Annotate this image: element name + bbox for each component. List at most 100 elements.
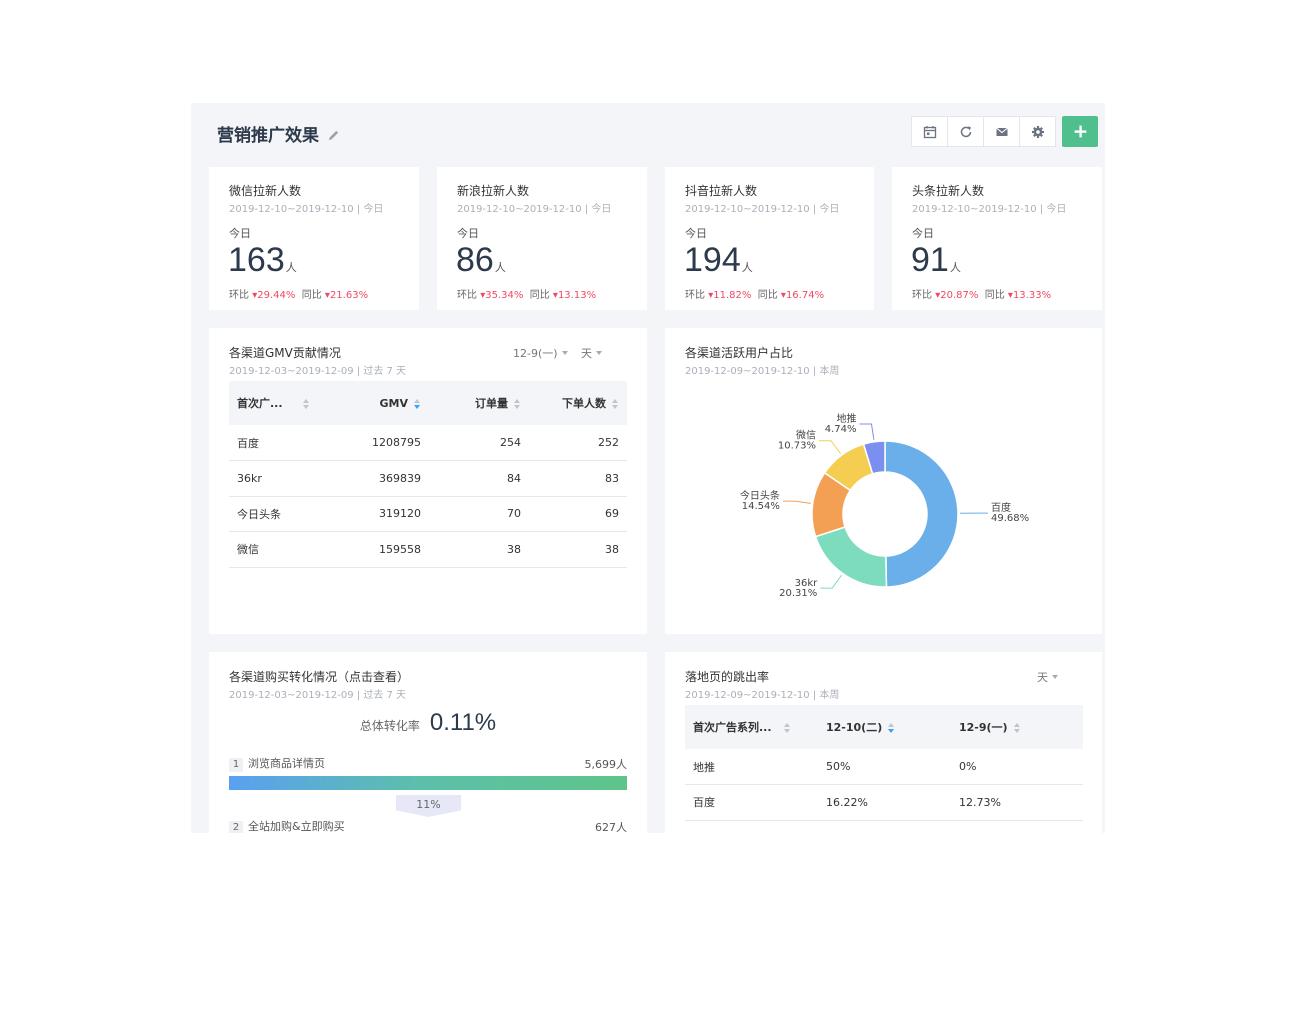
kpi-label: 今日 xyxy=(912,227,934,240)
date-select[interactable]: 12-9(一) xyxy=(513,345,568,361)
slice-name-label: 今日头条 xyxy=(740,489,780,502)
table-row[interactable]: 百度 1208795 254 252 xyxy=(229,425,627,461)
column-header[interactable]: 下单人数 xyxy=(529,381,627,425)
slice-value-label: 4.74% xyxy=(825,424,857,435)
donut-slice[interactable] xyxy=(814,526,888,588)
table-row[interactable]: 百度 16.22% 12.73% xyxy=(685,784,1083,821)
granularity-select[interactable]: 天 xyxy=(1037,669,1058,685)
bounce-rate-card: 落地页的跳出率 2019-12-09~2019-12-10 | 本周 天 首次广… xyxy=(665,652,1102,833)
column-header[interactable]: 首次广告系列... xyxy=(685,705,818,749)
card-title: 落地页的跳出率 xyxy=(685,670,770,684)
chevron-down-icon xyxy=(561,351,568,355)
add-button[interactable] xyxy=(1062,116,1098,147)
slice-name-label: 微信 xyxy=(796,429,816,442)
step-conversion-badge: 11% xyxy=(396,795,461,817)
column-header[interactable]: GMV xyxy=(349,381,429,425)
kpi-card-toutiao[interactable]: 头条拉新人数 2019-12-10~2019-12-10 | 今日 今日 91人… xyxy=(892,167,1102,310)
kpi-title: 微信拉新人数 xyxy=(229,184,302,198)
slice-value-label: 14.54% xyxy=(742,501,780,512)
card-date: 2019-12-09~2019-12-10 | 本周 xyxy=(685,690,840,701)
funnel-bar[interactable] xyxy=(229,776,627,790)
donut-slice[interactable] xyxy=(862,440,886,475)
gmv-card: 各渠道GMV贡献情况 2019-12-03~2019-12-09 | 过去 7 … xyxy=(209,328,647,634)
chevron-down-icon xyxy=(1052,675,1058,679)
column-header[interactable]: 12-10(二) xyxy=(818,705,951,749)
slice-value-label: 10.73% xyxy=(778,441,816,452)
kpi-compare: 环比 ▾29.44% 同比 ▾21.63% xyxy=(229,290,369,301)
table-row[interactable]: 今日头条 319120 70 69 xyxy=(229,496,627,532)
dashboard: 营销推广效果 微信拉新人数 2019-12-10~2019-12-10 | 今日… xyxy=(191,103,1105,833)
kpi-value: 163人 xyxy=(228,241,297,279)
kpi-label: 今日 xyxy=(685,227,707,240)
mail-button[interactable] xyxy=(983,116,1020,147)
card-title[interactable]: 各渠道购买转化情况（点击查看） xyxy=(229,670,410,684)
funnel-step[interactable]: 2 全站加购&立即购买 627人 xyxy=(229,818,627,833)
toolbar xyxy=(911,116,1098,147)
calendar-icon xyxy=(923,125,936,138)
donut-slice[interactable] xyxy=(884,440,959,588)
kpi-title: 新浪拉新人数 xyxy=(457,184,530,198)
kpi-compare: 环比 ▾35.34% 同比 ▾13.13% xyxy=(457,290,597,301)
kpi-card-douyin[interactable]: 抖音拉新人数 2019-12-10~2019-12-10 | 今日 今日 194… xyxy=(665,167,874,310)
kpi-compare: 环比 ▾20.87% 同比 ▾13.33% xyxy=(912,290,1052,301)
label-leader-line xyxy=(819,440,841,454)
column-header[interactable]: 12-9(一) xyxy=(951,705,1083,749)
card-date: 2019-12-09~2019-12-10 | 本周 xyxy=(685,366,840,377)
kpi-date: 2019-12-10~2019-12-10 | 今日 xyxy=(229,204,384,215)
kpi-date: 2019-12-10~2019-12-10 | 今日 xyxy=(685,204,840,215)
funnel-card: 各渠道购买转化情况（点击查看） 2019-12-03~2019-12-09 | … xyxy=(209,652,647,833)
table-row[interactable]: 36kr13.51%4.55% xyxy=(685,820,1083,833)
label-leader-line xyxy=(820,574,842,589)
column-header[interactable]: 订单量 xyxy=(429,381,529,425)
slice-name-label: 36kr xyxy=(795,578,819,589)
table-row[interactable]: 地推 50% 0% xyxy=(685,749,1083,785)
gmv-table: 首次广... GMV 订单量 下单人数 百度 1208795 254 252 36kr… xyxy=(229,381,627,568)
chevron-down-icon xyxy=(596,351,602,355)
funnel-step[interactable]: 1 浏览商品详情页 5,699人 xyxy=(229,755,627,772)
sort-icon[interactable] xyxy=(612,399,619,409)
kpi-value: 86人 xyxy=(456,241,506,279)
active-users-card: 各渠道活跃用户占比 2019-12-09~2019-12-10 | 本周 百度 4… xyxy=(665,328,1102,634)
mail-icon xyxy=(995,127,1008,136)
slice-name-label: 百度 xyxy=(991,501,1011,514)
kpi-date: 2019-12-10~2019-12-10 | 今日 xyxy=(457,204,612,215)
kpi-card-sina[interactable]: 新浪拉新人数 2019-12-10~2019-12-10 | 今日 今日 86人… xyxy=(437,167,647,310)
kpi-date: 2019-12-10~2019-12-10 | 今日 xyxy=(912,204,1067,215)
overall-conversion: 总体转化率 0.11% xyxy=(359,709,497,736)
slice-name-label: 地推 xyxy=(836,412,856,425)
refresh-button[interactable] xyxy=(947,116,984,147)
plus-icon xyxy=(1074,125,1086,138)
kpi-label: 今日 xyxy=(457,227,479,240)
card-date: 2019-12-03~2019-12-09 | 过去 7 天 xyxy=(229,690,407,701)
slice-value-label: 49.68% xyxy=(991,513,1029,524)
gear-icon xyxy=(1031,125,1044,138)
kpi-compare: 环比 ▾11.82% 同比 ▾16.74% xyxy=(685,290,825,301)
card-date: 2019-12-03~2019-12-09 | 过去 7 天 xyxy=(229,366,407,377)
slice-value-label: 20.31% xyxy=(779,588,817,599)
sort-icon[interactable] xyxy=(1013,723,1021,733)
table-row[interactable]: 36kr 369839 84 83 xyxy=(229,460,627,497)
sort-icon[interactable] xyxy=(302,399,310,409)
card-title: 各渠道活跃用户占比 xyxy=(685,346,794,360)
refresh-icon xyxy=(960,125,971,137)
granularity-select[interactable]: 天 xyxy=(581,345,602,361)
sort-icon[interactable] xyxy=(514,399,521,409)
bounce-table: 首次广告系列... 12-10(二) 12-9(一) 地推 50% 0% 百度 16.… xyxy=(685,705,1083,833)
edit-pencil-icon[interactable] xyxy=(327,127,340,141)
kpi-label: 今日 xyxy=(229,227,251,240)
sort-icon[interactable] xyxy=(414,398,421,409)
table-row[interactable]: 微信 159558 38 38 xyxy=(229,531,627,568)
kpi-value: 91人 xyxy=(911,241,961,279)
sort-icon[interactable] xyxy=(783,723,791,733)
card-title: 各渠道GMV贡献情况 xyxy=(229,346,341,360)
column-header[interactable]: 首次广... xyxy=(229,381,349,425)
sort-icon[interactable] xyxy=(888,723,895,733)
kpi-card-wechat[interactable]: 微信拉新人数 2019-12-10~2019-12-10 | 今日 今日 163… xyxy=(209,167,419,310)
kpi-title: 抖音拉新人数 xyxy=(685,184,758,198)
label-leader-line xyxy=(782,500,811,504)
calendar-button[interactable] xyxy=(911,116,948,147)
kpi-value: 194人 xyxy=(684,241,753,279)
settings-button[interactable] xyxy=(1019,116,1056,147)
page-title: 营销推广效果 xyxy=(217,121,340,146)
